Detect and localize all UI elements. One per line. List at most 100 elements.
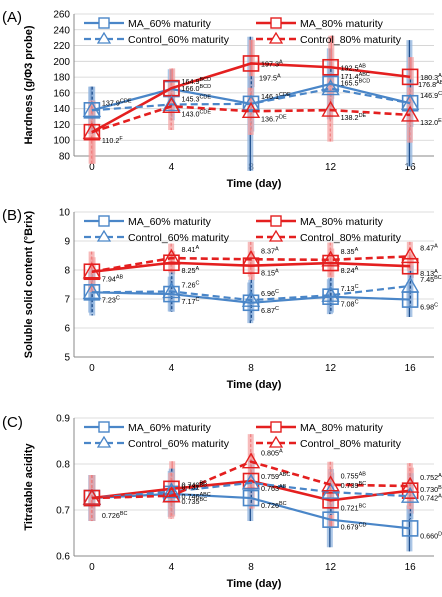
data-label-letters: CD bbox=[359, 523, 367, 529]
legend-label: MA_80% maturity bbox=[300, 216, 384, 228]
data-label-letters: A bbox=[434, 269, 438, 275]
data-label-letters: CDE bbox=[438, 91, 442, 97]
data-point bbox=[400, 93, 420, 110]
y-tick-label: 180 bbox=[53, 73, 70, 84]
data-label-letters: D bbox=[438, 531, 442, 537]
data-point bbox=[321, 100, 340, 117]
y-tick-label: 7 bbox=[64, 295, 70, 306]
data-label-letters: A bbox=[277, 73, 281, 79]
data-label: 0.660D bbox=[420, 531, 442, 540]
data-point bbox=[242, 55, 260, 72]
data-label-letters: AB bbox=[438, 73, 442, 79]
legend-marker bbox=[270, 17, 282, 29]
data-point bbox=[400, 476, 420, 493]
data-label: 0.735BC bbox=[181, 497, 207, 506]
data-label: 0.679CD bbox=[341, 523, 367, 532]
legend-marker bbox=[270, 421, 282, 433]
x-tick-label: 16 bbox=[405, 562, 417, 573]
data-label: 146.9CDE bbox=[420, 91, 442, 100]
y-tick-label: 200 bbox=[53, 57, 70, 68]
panel-label: (C) bbox=[2, 414, 23, 431]
data-label: 0.746ABC bbox=[181, 492, 210, 501]
y-tick-label: 120 bbox=[53, 120, 70, 131]
data-point bbox=[162, 248, 181, 265]
data-point bbox=[163, 285, 180, 303]
x-tick-label: 8 bbox=[248, 363, 254, 374]
data-label-letters: BC bbox=[120, 511, 128, 517]
data-label: 137.9CDE bbox=[102, 98, 132, 107]
legend-label: Control_80% maturity bbox=[300, 34, 402, 46]
data-label-letters: ABC bbox=[359, 72, 370, 78]
data-label-letters: C bbox=[195, 280, 199, 286]
x-tick-label: 4 bbox=[169, 162, 175, 173]
legend-label: MA_80% maturity bbox=[300, 18, 384, 30]
data-label: 8.25A bbox=[181, 266, 199, 275]
legend-label: MA_60% maturity bbox=[128, 422, 212, 434]
series-line-1 bbox=[91, 492, 411, 530]
x-axis-title: Time (day) bbox=[227, 379, 282, 391]
data-point bbox=[82, 262, 102, 279]
data-point bbox=[82, 282, 102, 300]
legend-label: Control_60% maturity bbox=[128, 438, 230, 450]
data-label: 6.96C bbox=[261, 289, 279, 298]
data-label-letters: CDE bbox=[279, 92, 291, 98]
data-label: 0.721BC bbox=[341, 503, 367, 512]
data-point bbox=[241, 101, 261, 118]
legend-marker bbox=[96, 435, 112, 448]
data-label: 0.731BC bbox=[181, 483, 207, 492]
data-point bbox=[321, 79, 340, 96]
x-tick-label: 4 bbox=[169, 562, 175, 573]
data-label: 136.7DE bbox=[261, 114, 287, 123]
data-point bbox=[400, 105, 420, 122]
data-point bbox=[82, 122, 102, 139]
data-label: 192.5AB bbox=[341, 63, 367, 72]
y-tick-label: 8 bbox=[64, 266, 70, 277]
data-label: 6.87C bbox=[261, 306, 279, 315]
data-label-letters: A bbox=[355, 247, 359, 253]
data-label: 8.41A bbox=[181, 245, 199, 254]
series-line-4 bbox=[91, 460, 411, 500]
data-label: 180.3AB bbox=[420, 73, 442, 82]
data-label: 8.13A bbox=[420, 269, 438, 278]
data-label: 138.2DE bbox=[341, 113, 367, 122]
y-axis-title: Titratable acidity bbox=[23, 443, 35, 531]
data-label: 0.805A bbox=[261, 449, 283, 458]
data-label-letters: A bbox=[275, 246, 279, 252]
data-label-letters: BC bbox=[199, 497, 207, 503]
data-label-letters: CDE bbox=[199, 94, 211, 100]
data-label-letters: CDE bbox=[120, 98, 132, 104]
data-label-letters: BC bbox=[438, 485, 442, 491]
legend-marker bbox=[98, 17, 110, 29]
y-tick-label: 0.9 bbox=[56, 414, 70, 425]
data-label-letters: DE bbox=[279, 114, 287, 120]
data-point bbox=[242, 294, 260, 312]
y-tick-label: 0.8 bbox=[56, 460, 70, 471]
data-label-letters: EF bbox=[438, 118, 442, 124]
data-point bbox=[321, 475, 340, 492]
data-label-letters: BCD bbox=[199, 77, 211, 83]
data-point bbox=[241, 473, 261, 490]
data-label: 143.0CDE bbox=[181, 109, 211, 118]
data-label-letters: C bbox=[434, 303, 438, 309]
data-label-letters: BCD bbox=[199, 84, 211, 90]
data-label-letters: A bbox=[275, 269, 279, 275]
data-point bbox=[322, 511, 339, 528]
data-label: 0.740BC bbox=[181, 481, 207, 490]
data-label-letters: ABC bbox=[199, 492, 210, 498]
legend-marker bbox=[96, 31, 112, 44]
legend-marker bbox=[268, 435, 284, 448]
data-label-letters: AB bbox=[436, 80, 442, 86]
x-axis-title: Time (day) bbox=[227, 178, 282, 190]
data-label-letters: DE bbox=[359, 113, 367, 119]
data-label: 8.15A bbox=[261, 269, 279, 278]
data-label-letters: AB bbox=[359, 472, 367, 478]
data-point bbox=[162, 486, 181, 503]
data-label: 146.1CDE bbox=[261, 92, 291, 101]
y-tick-label: 80 bbox=[59, 152, 71, 163]
chart-panel-2: (B) 5 6 7 8 9 10 0 4 8 12 16 Time (day) Soluble solid… bbox=[2, 207, 442, 391]
data-label: 8.24A bbox=[341, 266, 359, 275]
data-point bbox=[401, 520, 419, 537]
data-label: 0.726BC bbox=[102, 511, 128, 520]
data-label: 0.742ABC bbox=[420, 494, 442, 503]
